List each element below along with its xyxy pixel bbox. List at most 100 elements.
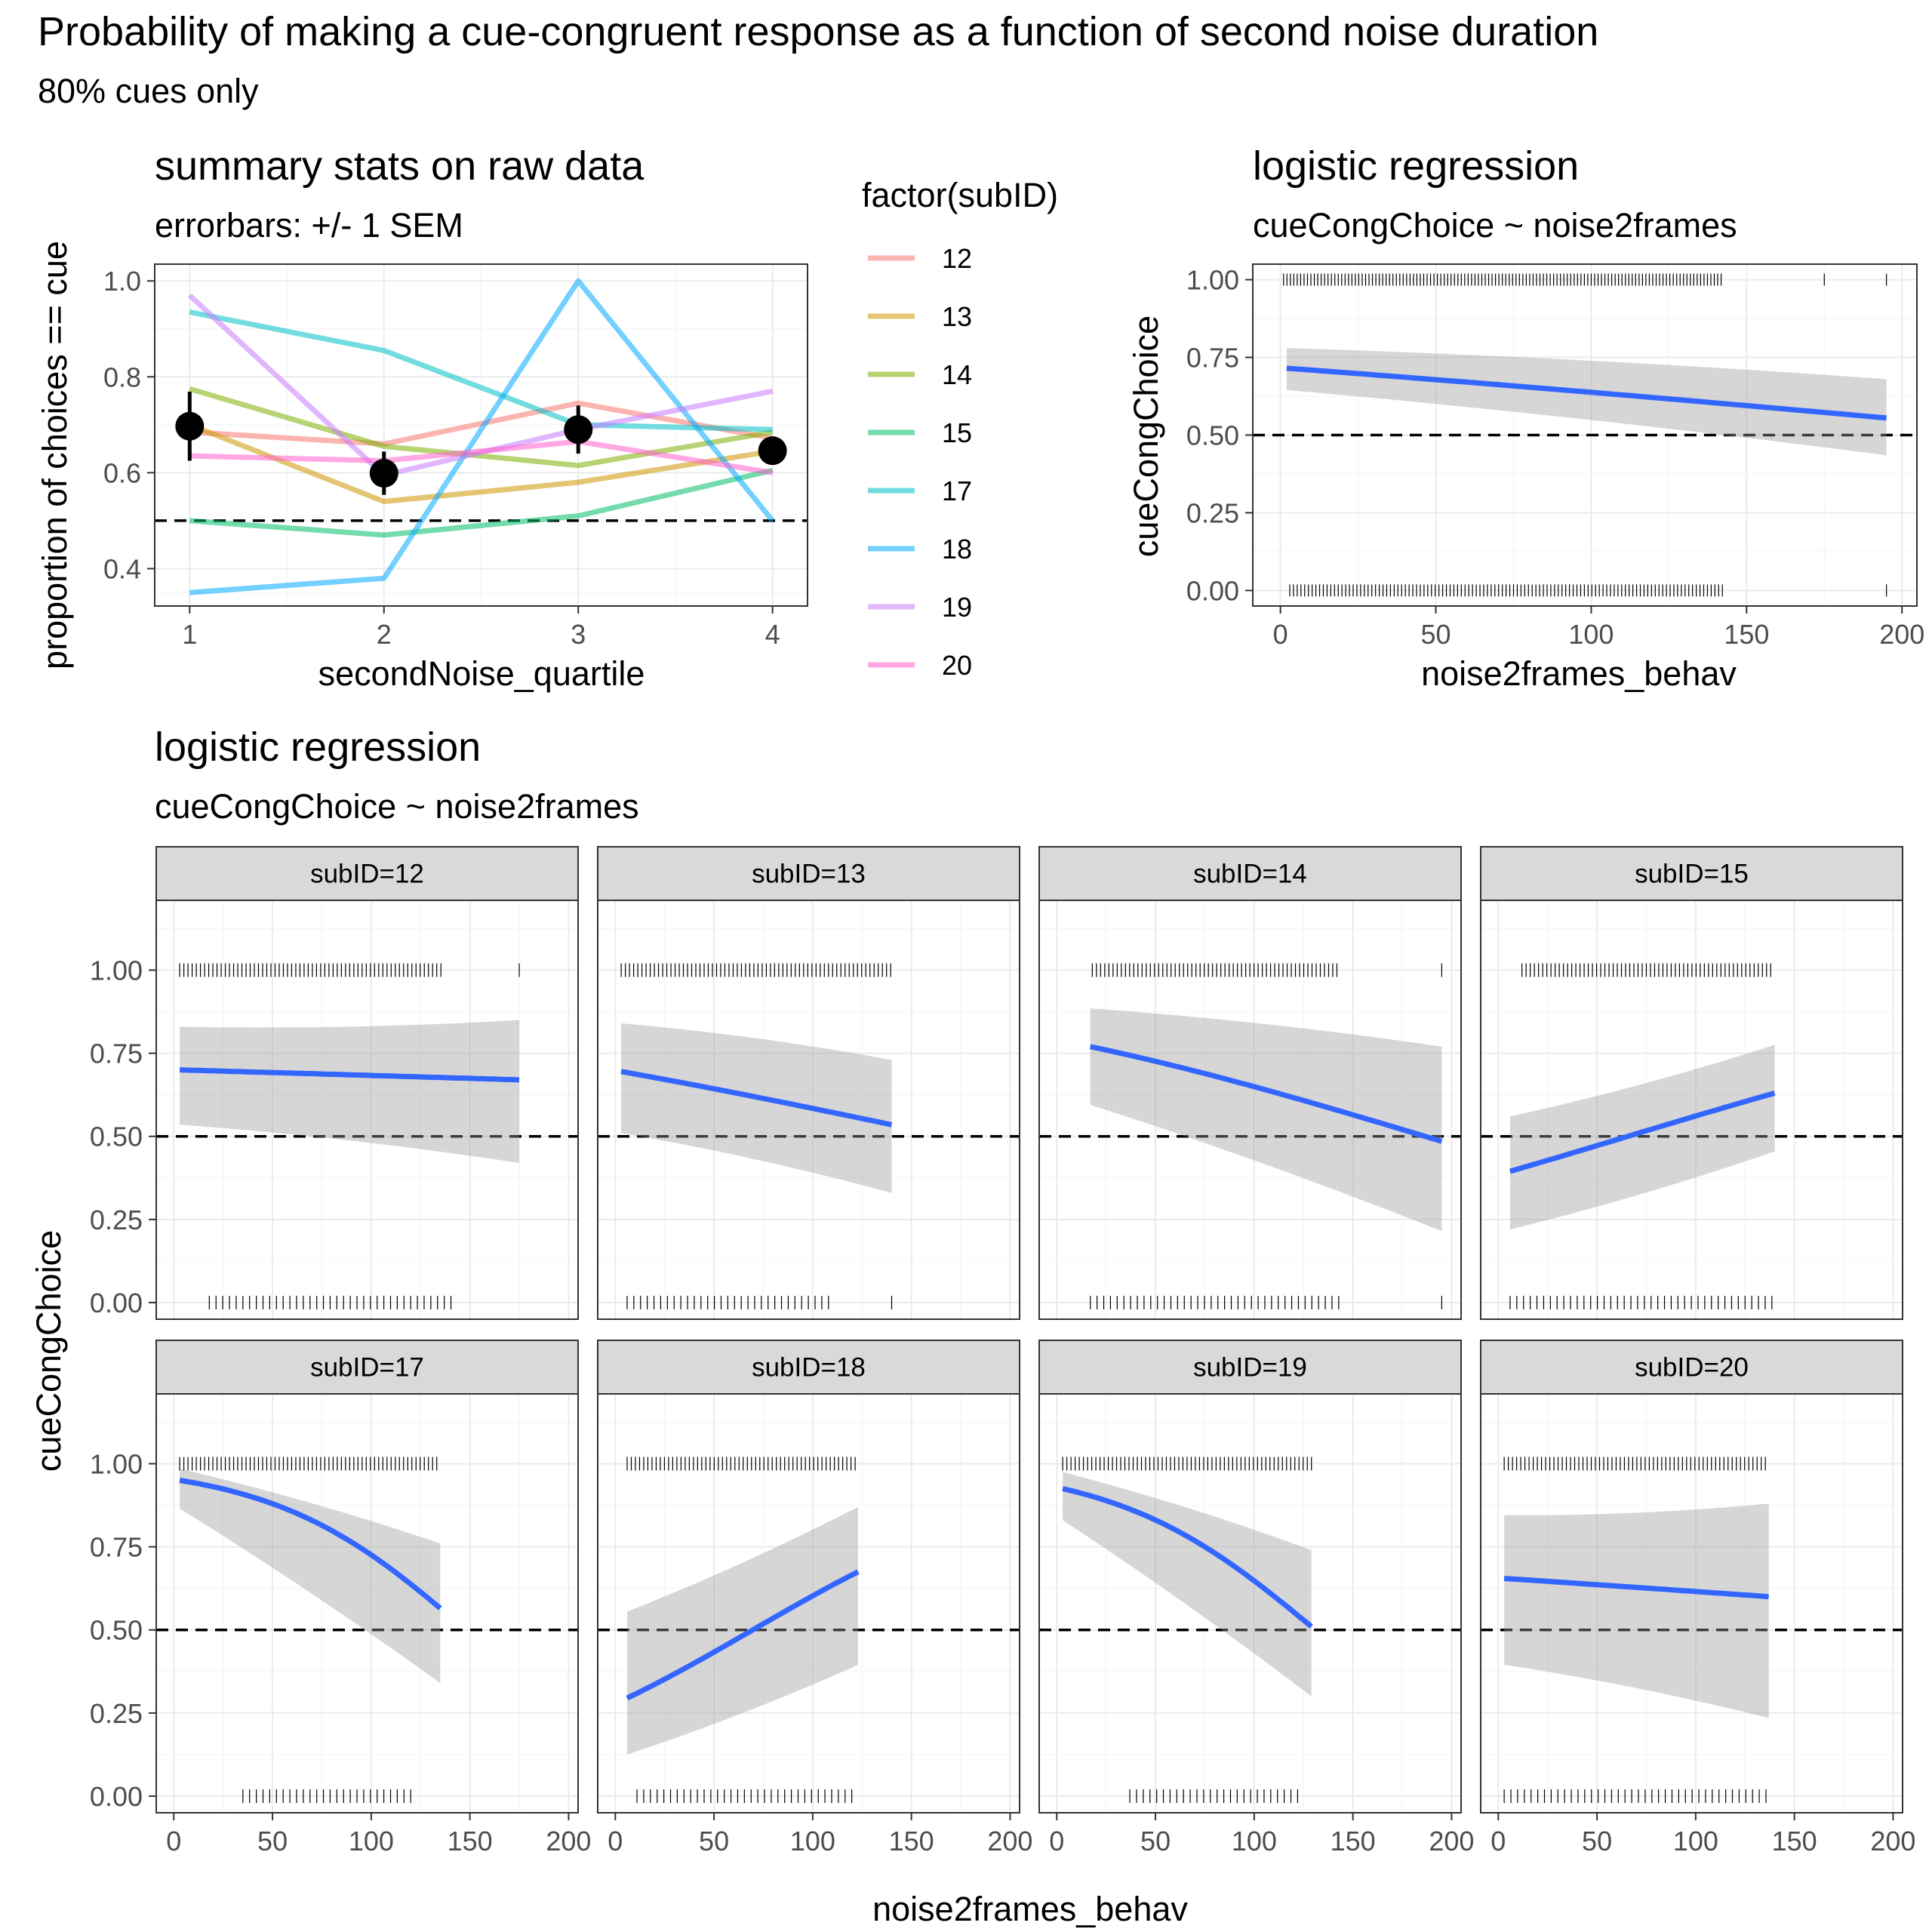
legend-title: factor(subID) — [862, 176, 1058, 214]
panel-border — [155, 900, 579, 1320]
x-tick-label: 100 — [1568, 619, 1614, 650]
overall-title: logistic regression — [1253, 143, 1579, 189]
facet-grid: subID=12 0.00 0.25 0.50 0.75 1.00 subID=13 subI… — [90, 846, 1915, 1857]
confidence-band — [1090, 1008, 1442, 1232]
x-tick-label: 100 — [790, 1826, 835, 1857]
x-tick-label: 50 — [257, 1826, 288, 1857]
facet-panel: subID=19 0 50 100 150 200 — [1038, 1340, 1474, 1857]
x-tick-label: 100 — [1232, 1826, 1277, 1857]
facet-panel: subID=12 0.00 0.25 0.50 0.75 1.00 — [90, 846, 579, 1320]
x-tick-label: 3 — [571, 619, 586, 650]
x-tick-label: 0 — [1273, 619, 1288, 650]
facet-strip-label: subID=13 — [752, 860, 866, 889]
facet-panel: subID=20 0 50 100 150 200 — [1480, 1340, 1915, 1857]
figure-subtitle: 80% cues only — [38, 72, 259, 110]
facet-panel: subID=18 0 50 100 150 200 — [597, 1340, 1032, 1857]
facet-ylabel: cueCongChoice — [29, 1230, 68, 1472]
facet-subtitle: cueCongChoice ~ noise2frames — [155, 787, 639, 826]
panel-border — [1038, 900, 1462, 1320]
facet-strip — [1038, 1340, 1462, 1395]
facet-panel: subID=15 — [1480, 846, 1903, 1320]
confidence-band — [180, 1469, 441, 1684]
subject-line — [189, 309, 773, 432]
x-tick-label: 150 — [1772, 1826, 1817, 1857]
facet-panel: subID=13 — [597, 846, 1020, 1320]
x-tick-label: 200 — [1429, 1826, 1474, 1857]
mean-point — [175, 411, 205, 441]
mean-point — [758, 436, 787, 466]
subject-line — [189, 422, 774, 504]
y-tick-label: 0.50 — [1186, 420, 1239, 451]
overall-subtitle: cueCongChoice ~ noise2frames — [1253, 206, 1737, 245]
x-tick-label: 0 — [1049, 1826, 1064, 1857]
x-tick-label: 150 — [1331, 1826, 1376, 1857]
y-tick-label: 0.75 — [1186, 343, 1239, 374]
summary-subtitle: errorbars: +/- 1 SEM — [155, 206, 463, 245]
legend-label: 12 — [942, 243, 972, 274]
y-tick-label: 1.00 — [90, 1449, 143, 1480]
y-tick-label: 1.0 — [103, 266, 141, 297]
legend-label: 17 — [942, 475, 972, 506]
x-tick-label: 150 — [1724, 619, 1769, 650]
panel-border — [597, 1393, 1020, 1814]
y-tick-label: 0.50 — [90, 1615, 143, 1646]
x-tick-label: 100 — [1673, 1826, 1718, 1857]
fit-line — [1089, 1044, 1443, 1144]
x-tick-label: 4 — [765, 619, 780, 650]
x-tick-label: 0 — [1491, 1826, 1506, 1857]
facet-strip-label: subID=20 — [1635, 1353, 1749, 1383]
panel-border — [1480, 900, 1903, 1320]
panel-border — [154, 263, 808, 607]
fit-line — [1062, 1486, 1313, 1629]
figure-title: Probability of making a cue-congruent re… — [38, 9, 1598, 54]
confidence-band — [1510, 1044, 1775, 1230]
confidence-band — [627, 1506, 858, 1755]
x-tick-label: 50 — [699, 1826, 729, 1857]
y-tick-label: 0.25 — [1186, 497, 1239, 528]
x-tick-label: 2 — [377, 619, 392, 650]
facet-strip — [1480, 846, 1903, 901]
y-tick-label: 1.00 — [1186, 265, 1239, 296]
subject-line — [189, 467, 774, 538]
legend-label: 14 — [942, 359, 972, 390]
summary-plot: 1 2 3 4 0.4 0.6 0.8 1.0 — [103, 263, 808, 650]
fit-line — [179, 1478, 442, 1611]
x-tick-label: 100 — [349, 1826, 394, 1857]
legend-label: 15 — [942, 417, 972, 448]
x-tick-label: 50 — [1582, 1826, 1612, 1857]
y-tick-label: 0.75 — [90, 1038, 143, 1069]
facet-strip-label: subID=17 — [310, 1353, 424, 1383]
x-tick-label: 200 — [1870, 1826, 1915, 1857]
y-tick-label: 0.4 — [103, 553, 141, 584]
confidence-band — [1504, 1503, 1769, 1718]
facet-strip-label: subID=18 — [752, 1353, 866, 1383]
facet-strip — [597, 1340, 1020, 1395]
facet-strip-label: subID=12 — [310, 860, 424, 889]
confidence-band — [180, 1020, 519, 1163]
panel-border — [155, 1393, 579, 1814]
y-tick-label: 0.00 — [1186, 575, 1239, 606]
legend-label: 20 — [942, 650, 972, 681]
y-tick-label: 1.00 — [90, 955, 143, 986]
x-tick-label: 150 — [889, 1826, 934, 1857]
x-tick-label: 0 — [166, 1826, 181, 1857]
panel-border — [1038, 1393, 1462, 1814]
mean-point — [564, 415, 593, 445]
subject-line — [189, 400, 774, 447]
panel-border — [1480, 1393, 1903, 1814]
y-tick-label: 0.25 — [90, 1204, 143, 1235]
x-tick-label: 200 — [546, 1826, 591, 1857]
x-tick-label: 0 — [608, 1826, 623, 1857]
fit-line — [179, 1067, 520, 1083]
subject-line — [189, 278, 775, 595]
subject-line — [189, 386, 774, 469]
subject-line — [189, 438, 774, 475]
confidence-band — [1286, 348, 1887, 456]
legend-label: 19 — [942, 592, 972, 623]
x-tick-label: 1 — [182, 619, 197, 650]
overall-ylabel: cueCongChoice — [1127, 315, 1165, 557]
overall-plot: 0 50 100 150 200 0.00 0.25 0.50 0.75 1.00 — [1186, 263, 1924, 650]
fit-line — [620, 1069, 893, 1128]
facet-title: logistic regression — [155, 724, 481, 770]
legend-label: 18 — [942, 534, 972, 565]
